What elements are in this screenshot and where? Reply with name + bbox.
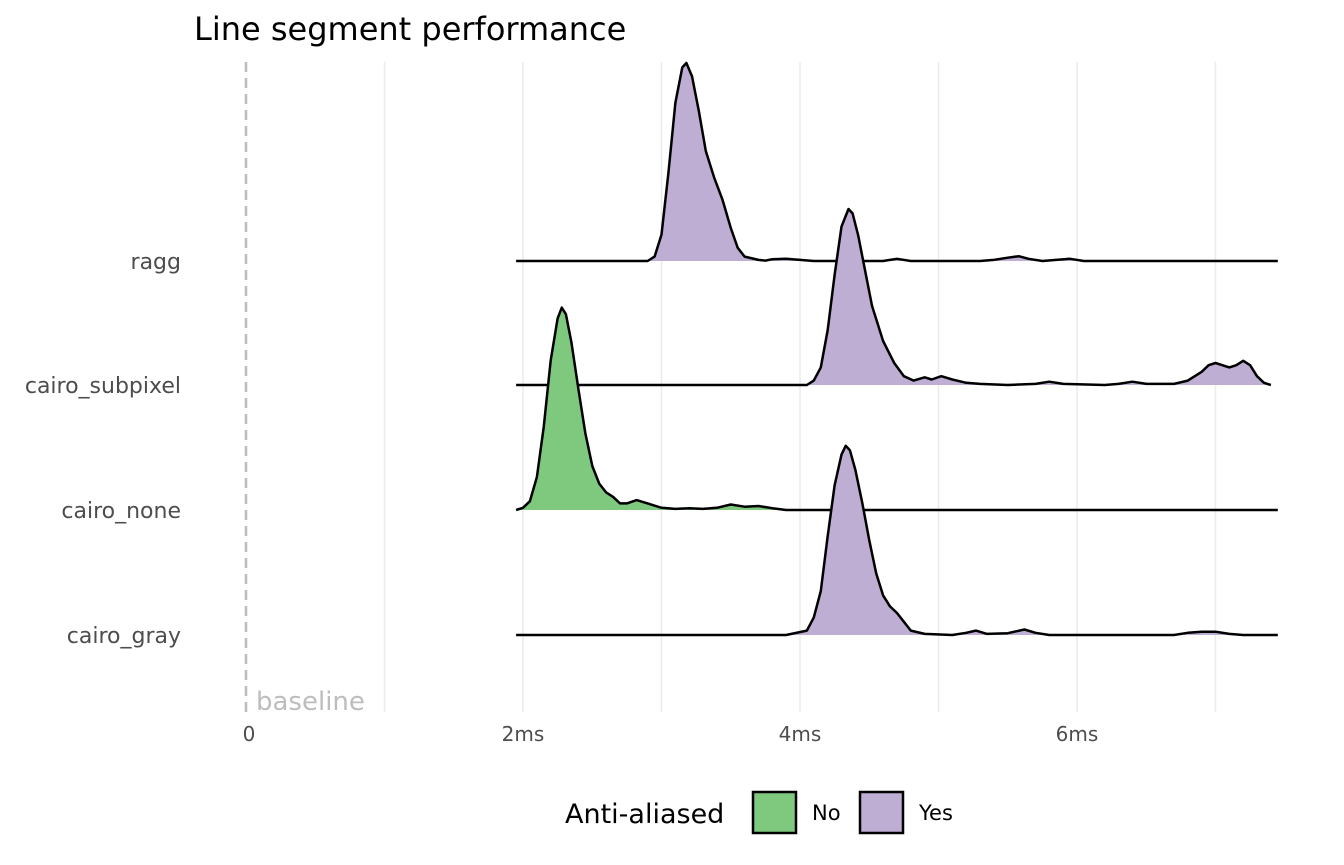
x-tick-label: 2ms <box>502 722 545 746</box>
ridge-outline-cairo_subpixel <box>516 207 1272 387</box>
ridge-fill-cairo_none <box>516 307 1278 510</box>
baseline-reference: baseline <box>244 62 365 717</box>
ridge-fill-ragg <box>516 63 1278 261</box>
legend-label: Yes <box>918 801 953 825</box>
legend-label: No <box>812 801 841 825</box>
x-tick-label: 6ms <box>1056 722 1099 746</box>
legend: Anti-aliased No Yes <box>565 790 953 835</box>
y-label-cairo_gray: cairo_gray <box>67 624 181 649</box>
x-tick-label: 4ms <box>779 722 822 746</box>
ridge-fill-cairo_gray <box>516 445 1278 635</box>
y-category-labels: ragg cairo_subpixel cairo_none cairo_gray <box>25 250 181 649</box>
ridge-outline-ragg <box>516 61 1278 263</box>
ridge-outline-cairo_none <box>515 306 1278 512</box>
legend-title: Anti-aliased <box>565 799 724 830</box>
legend-swatch <box>858 790 905 835</box>
legend-entry-no: No <box>751 790 841 835</box>
baseline-label: baseline <box>256 687 365 717</box>
y-label-ragg: ragg <box>131 250 181 275</box>
ridge-fill-cairo_subpixel <box>516 209 1271 385</box>
density-ridges <box>515 61 1278 637</box>
x-tick-label: 0 <box>243 722 256 746</box>
grid-lines <box>383 62 1217 712</box>
y-label-cairo_none: cairo_none <box>61 499 181 524</box>
legend-entry-yes: Yes <box>858 790 953 835</box>
y-label-cairo_subpixel: cairo_subpixel <box>25 374 181 399</box>
legend-swatch <box>751 790 798 835</box>
x-tick-labels: 0 2ms 4ms 6ms <box>243 722 1099 746</box>
chart-title: Line segment performance <box>194 10 626 48</box>
ridge-outline-cairo_gray <box>516 444 1278 637</box>
